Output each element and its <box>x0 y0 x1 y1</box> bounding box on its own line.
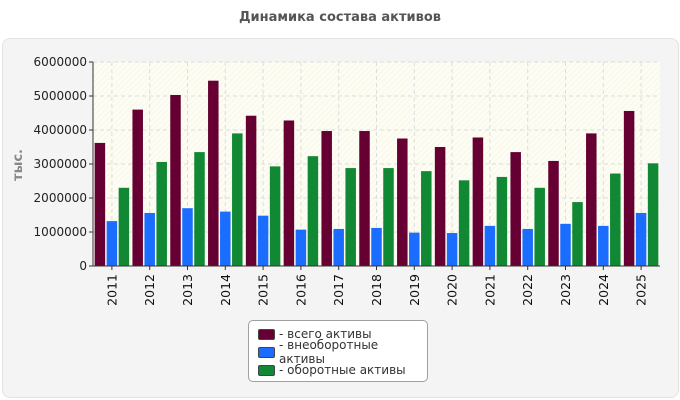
bar-total <box>623 110 635 267</box>
bar-noncurrent <box>598 225 609 266</box>
bar-noncurrent <box>446 233 458 266</box>
y-tick-label: 5000000 <box>34 89 87 103</box>
chart-legend: - всего активы - внеоборотные активы - о… <box>248 320 428 382</box>
x-tick-label: 2014 <box>218 274 233 306</box>
y-tick-label: 1000000 <box>34 225 87 239</box>
bar-total <box>132 109 143 266</box>
bar-total <box>397 138 408 266</box>
bar-noncurrent <box>371 227 382 266</box>
bar-noncurrent <box>522 228 533 266</box>
bar-noncurrent <box>484 225 496 266</box>
bar-noncurrent <box>106 221 118 266</box>
bar-total <box>170 94 181 266</box>
bar-current <box>194 152 205 266</box>
y-tick-label: 2000000 <box>34 191 87 205</box>
x-tick-label: 2021 <box>482 274 497 306</box>
bar-current <box>345 168 356 266</box>
x-tick-label: 2024 <box>596 274 611 306</box>
y-tick-label: 6000000 <box>34 55 87 69</box>
bar-current <box>458 180 470 266</box>
x-tick-label: 2018 <box>369 274 384 306</box>
bar-total <box>359 131 370 266</box>
x-tick-label: 2011 <box>104 274 119 306</box>
bar-current <box>156 161 167 266</box>
bar-noncurrent <box>182 208 193 266</box>
legend-label-total: - всего активы <box>279 327 372 341</box>
bar-noncurrent <box>409 232 420 266</box>
x-tick-label: 2015 <box>256 274 271 306</box>
bar-current <box>118 187 130 266</box>
bar-current <box>307 156 319 266</box>
legend-item-noncurrent: - внеоборотные активы <box>258 338 427 366</box>
y-tick-label: 0 <box>79 259 87 273</box>
x-tick-label: 2025 <box>634 274 649 306</box>
y-tick-label: 3000000 <box>34 157 87 171</box>
y-tick-label: 4000000 <box>34 123 87 137</box>
bar-total <box>472 137 484 266</box>
legend-label-noncurrent: - внеоборотные активы <box>279 338 379 366</box>
bar-current <box>572 202 583 266</box>
bar-total <box>283 120 295 266</box>
bar-current <box>496 176 508 266</box>
bar-total <box>245 115 257 266</box>
bar-noncurrent <box>560 223 571 266</box>
bar-total <box>94 142 106 266</box>
bar-current <box>610 173 621 266</box>
bar-total <box>510 152 521 266</box>
legend-item-total: - всего активы <box>258 325 427 343</box>
bar-noncurrent <box>144 212 155 266</box>
bar-noncurrent <box>333 228 344 266</box>
x-tick-label: 2016 <box>293 274 308 306</box>
chart-title: Динамика состава активов <box>238 10 442 25</box>
bar-total <box>208 80 219 266</box>
x-tick-label: 2020 <box>445 274 460 306</box>
legend-swatch-total <box>258 328 275 340</box>
bar-noncurrent <box>257 215 269 266</box>
x-tick-label: 2017 <box>331 274 346 306</box>
y-axis-label: тыс. <box>11 149 26 181</box>
legend-swatch-current <box>258 364 275 376</box>
bar-current <box>421 171 432 266</box>
x-tick-label: 2023 <box>558 274 573 306</box>
x-tick-label: 2012 <box>142 274 157 306</box>
legend-item-current: - оборотные активы <box>258 361 427 379</box>
bar-total <box>548 160 559 266</box>
bar-noncurrent <box>295 229 307 266</box>
bar-noncurrent <box>220 211 231 266</box>
bar-noncurrent <box>635 212 647 266</box>
legend-swatch-noncurrent <box>258 346 275 358</box>
x-tick-label: 2019 <box>407 274 422 306</box>
bar-total <box>434 147 446 266</box>
bar-current <box>647 163 659 266</box>
bar-current <box>269 166 281 266</box>
x-tick-label: 2022 <box>520 274 535 306</box>
bar-current <box>232 133 243 266</box>
legend-label-current: - оборотные активы <box>279 363 406 377</box>
x-tick-label: 2013 <box>180 274 195 306</box>
bar-current <box>383 168 394 266</box>
bar-total <box>586 133 597 266</box>
bar-total <box>321 131 332 266</box>
bar-current <box>534 187 545 266</box>
